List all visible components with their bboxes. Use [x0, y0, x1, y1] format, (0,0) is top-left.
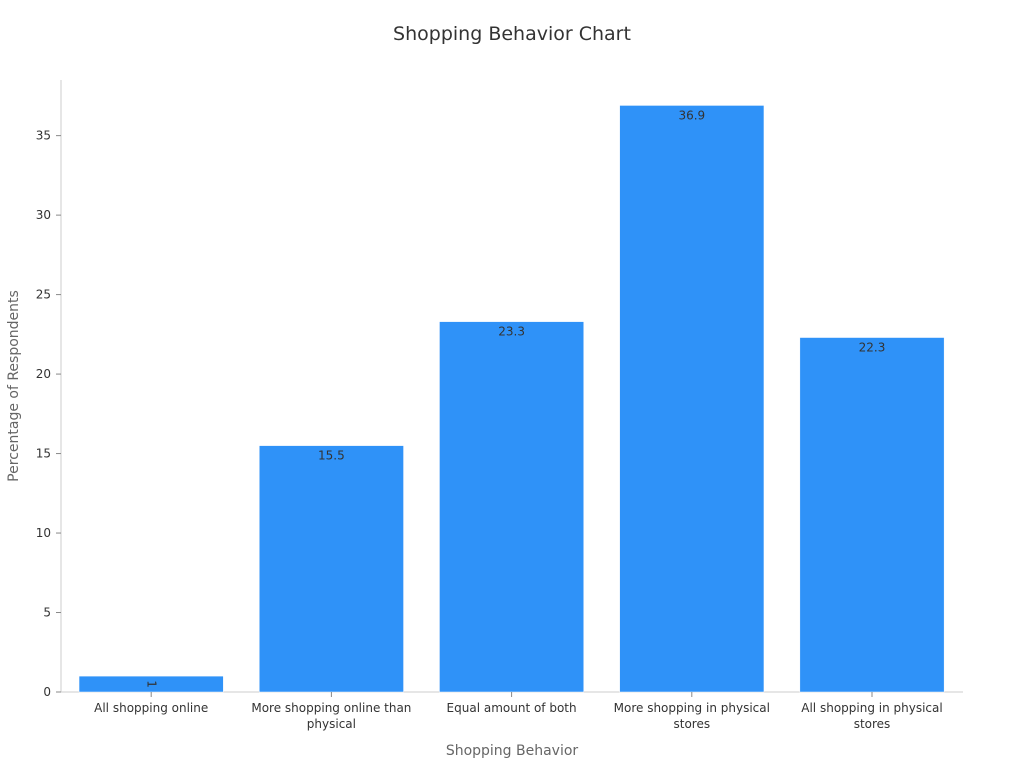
- data-label: 36.9: [678, 108, 705, 122]
- x-tick-label: stores: [854, 717, 891, 731]
- x-tick-label: All shopping in physical: [801, 701, 942, 715]
- data-label: 22.3: [859, 341, 886, 355]
- y-axis-label: Percentage of Respondents: [6, 290, 22, 482]
- y-tick-label: 20: [36, 367, 51, 381]
- y-tick-label: 0: [43, 685, 51, 699]
- x-axis-label: Shopping Behavior: [446, 743, 579, 759]
- y-tick-label: 5: [43, 606, 51, 620]
- data-label: 15.5: [318, 449, 345, 463]
- y-tick-label: 35: [36, 129, 51, 143]
- bar: [799, 337, 945, 693]
- y-tick-label: 25: [36, 288, 51, 302]
- bar: [439, 321, 585, 693]
- x-tick-label: Equal amount of both: [447, 701, 577, 715]
- bar: [258, 445, 404, 693]
- x-tick-label: More shopping online than: [251, 701, 411, 715]
- chart-title: Shopping Behavior Chart: [393, 23, 631, 45]
- x-tick-label: stores: [673, 717, 710, 731]
- bar: [619, 105, 765, 693]
- y-tick-label: 30: [36, 208, 51, 222]
- data-label: 23.3: [498, 325, 525, 339]
- plot-area: 0 5 10 15 20 25 30 35 All shopping online 1 More s…: [36, 80, 963, 731]
- x-tick-label: physical: [307, 717, 356, 731]
- x-tick-label: All shopping online: [94, 701, 208, 715]
- y-tick-label: 15: [36, 447, 51, 461]
- x-tick-label: More shopping in physical: [614, 701, 770, 715]
- data-label: 1: [145, 680, 159, 688]
- y-tick-label: 10: [36, 526, 51, 540]
